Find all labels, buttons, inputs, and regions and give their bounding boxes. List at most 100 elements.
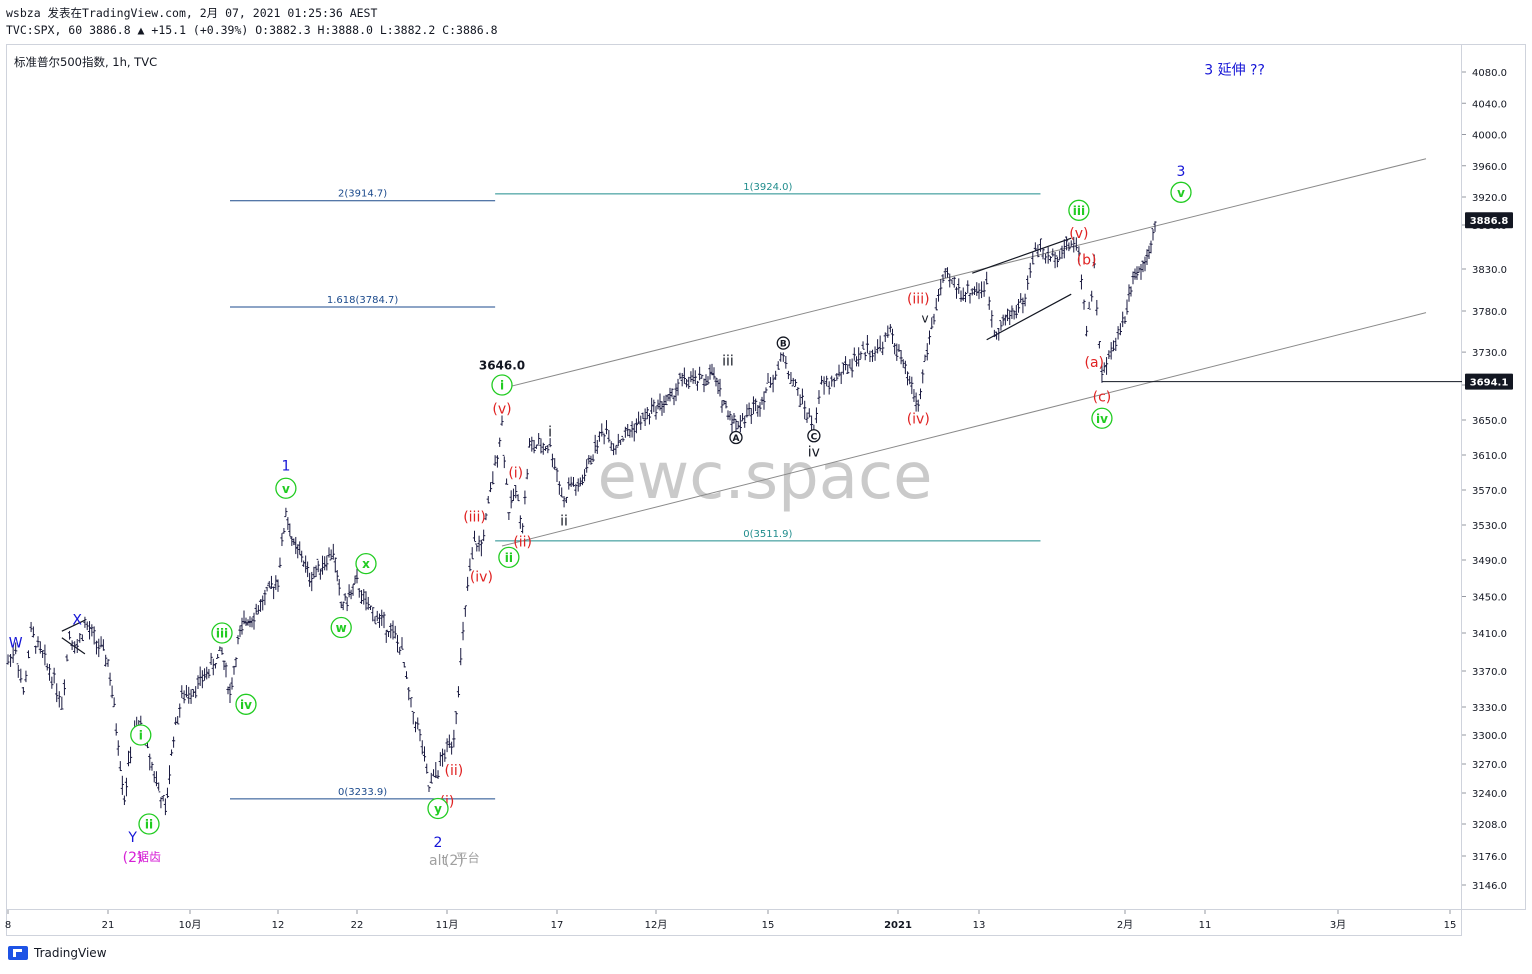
wave-label: alt — [429, 853, 447, 869]
wave-label: v — [921, 312, 928, 326]
y-tick-label: 3370.0 — [1472, 667, 1507, 678]
y-tick-label: 3450.0 — [1472, 593, 1507, 604]
ohlc-header: TVC:SPX, 60 3886.8 ▲ +15.1 (+0.39%) O:38… — [6, 23, 498, 37]
triangle-upper-line — [61, 619, 86, 632]
y-tick-label: 3530.0 — [1472, 521, 1507, 532]
wave-label-circle — [427, 797, 449, 820]
y-tick-label: 3650.0 — [1472, 416, 1507, 427]
fib-level-label: 1.618(3784.7) — [327, 295, 399, 306]
wave-label-circle — [1091, 407, 1113, 429]
wave-label-circle — [130, 724, 152, 746]
wave-label: (c) — [1093, 389, 1112, 405]
y-tick-label: 3176.0 — [1472, 852, 1507, 863]
wave-label: v — [1177, 186, 1185, 200]
x-tick-label: 15 — [762, 920, 775, 931]
x-tick-label: 13 — [973, 920, 986, 931]
wedge-upper-line — [972, 237, 1072, 274]
support-level-tag-label: 3694.1 — [1470, 378, 1509, 389]
wave-label: (b) — [1077, 252, 1097, 268]
x-tick-label: 3月 — [1330, 919, 1346, 931]
y-tick-label: 3920.0 — [1472, 193, 1507, 204]
wave-label: (2) — [444, 853, 464, 869]
wave-label-circle — [776, 336, 790, 350]
y-tick-label: 3410.0 — [1472, 629, 1507, 640]
y-tick-label: 3830.0 — [1472, 265, 1507, 276]
y-tick-label: 4040.0 — [1472, 99, 1507, 110]
wave-label: (v) — [1069, 226, 1088, 242]
wave-label: iii — [1073, 204, 1085, 218]
wave-label: (a) — [1085, 355, 1105, 371]
watermark-text: ewc.space — [598, 440, 933, 514]
wave-label: i — [548, 424, 552, 440]
price-axis[interactable] — [1462, 44, 1526, 910]
y-tick-label: 3610.0 — [1472, 451, 1507, 462]
wave-label: (iii) — [463, 509, 486, 525]
wave-label: 2 — [434, 835, 443, 851]
wave-label: (2) — [123, 850, 143, 866]
wave-label: ii — [505, 551, 513, 565]
y-tick-label: 3570.0 — [1472, 486, 1507, 497]
wave-label: iv — [240, 698, 252, 712]
wave-label: 3646.0 — [479, 358, 525, 372]
x-tick-label: 12 — [272, 920, 285, 931]
x-tick-label: 2021 — [884, 920, 912, 931]
fib-level-label: 1(3924.0) — [743, 182, 792, 193]
support-level-tag — [1465, 373, 1513, 390]
wave-label: (v) — [492, 402, 511, 418]
y-tick-label: 4080.0 — [1472, 68, 1507, 79]
wedge-lower-line — [986, 293, 1072, 341]
wave-label-circle — [807, 429, 821, 443]
wave-label: x — [362, 557, 370, 571]
y-tick-label: 3300.0 — [1472, 731, 1507, 742]
x-tick-label: 21 — [102, 920, 115, 931]
y-tick-label: 3780.0 — [1472, 307, 1507, 318]
tradingview-logo-icon — [8, 946, 28, 960]
wave-label-circle — [729, 430, 743, 445]
brand-name: TradingView — [34, 946, 107, 960]
x-tick-label: 8 — [5, 920, 11, 931]
wave-label: iv — [808, 445, 820, 461]
wave-label: (iv) — [907, 411, 930, 427]
y-tick-label: 3960.0 — [1472, 162, 1507, 173]
wave-label: i — [139, 729, 143, 743]
wave-label: (iv) — [470, 569, 493, 585]
brand-footer[interactable]: TradingView — [8, 946, 107, 960]
wave-label: iv — [1096, 412, 1108, 426]
wave-label: 3 延伸 ?? — [1204, 63, 1265, 79]
wave-label: (i) — [508, 466, 523, 482]
x-tick-label: 22 — [351, 920, 364, 931]
wave-label: iii — [722, 353, 734, 369]
wave-label: 平台 — [456, 850, 480, 865]
y-tick-label: 3270.0 — [1472, 760, 1507, 771]
triangle-lower-line — [61, 637, 86, 655]
wave-label-circle — [491, 374, 513, 396]
x-tick-label: 11月 — [436, 919, 459, 931]
wave-label: 锯齿 — [137, 849, 161, 864]
y-tick-label: 3240.0 — [1472, 789, 1507, 800]
wave-label: (ii) — [513, 535, 532, 551]
x-tick-label: 10月 — [179, 919, 202, 931]
wave-label-circle — [138, 813, 160, 835]
wave-label: v — [282, 482, 290, 496]
wave-label-circle — [235, 693, 257, 715]
channel-lower-line — [501, 312, 1427, 547]
x-tick-label: 15 — [1444, 920, 1457, 931]
x-tick-label: 11 — [1199, 920, 1212, 931]
y-tick-label: 3330.0 — [1472, 703, 1507, 714]
publication-header: wsbza 发表在TradingView.com, 2月 07, 2021 01… — [6, 6, 378, 20]
chart-plot-area[interactable] — [6, 44, 1462, 910]
y-tick-label: 3208.0 — [1472, 820, 1507, 831]
x-tick-label: 2月 — [1117, 919, 1133, 931]
y-tick-label: 3730.0 — [1472, 348, 1507, 359]
wave-label: i — [500, 379, 504, 393]
fib-level-label: 0(3233.9) — [338, 787, 387, 798]
wave-label-circle — [1068, 199, 1090, 221]
wave-label-circle — [330, 616, 352, 639]
x-tick-label: 17 — [551, 920, 564, 931]
fib-level-label: 0(3511.9) — [743, 529, 792, 540]
time-axis[interactable] — [6, 910, 1462, 936]
wave-label: (ii) — [445, 763, 464, 779]
x-tick-label: 12月 — [645, 919, 668, 931]
y-tick-label: 4000.0 — [1472, 131, 1507, 142]
